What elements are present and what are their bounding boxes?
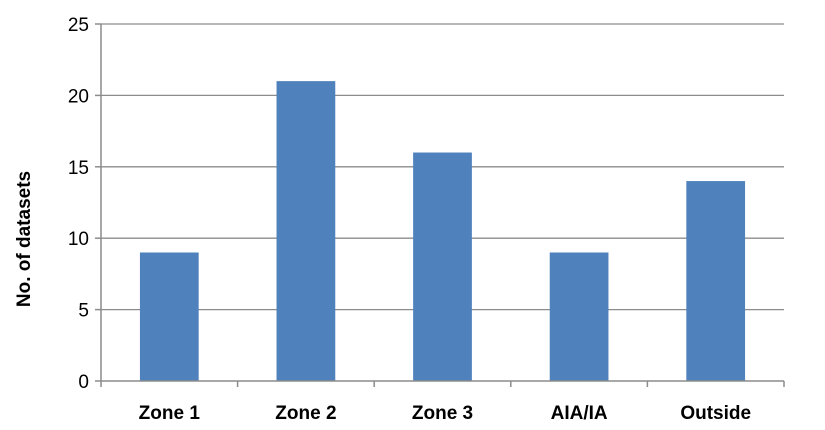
y-tick-label: 15 bbox=[68, 158, 89, 179]
y-axis-title: No. of datasets bbox=[14, 171, 35, 307]
bar bbox=[413, 153, 472, 381]
y-tick-label: 5 bbox=[78, 301, 89, 322]
x-tick-label: Outside bbox=[680, 403, 751, 424]
x-tick-label: AIA/IA bbox=[551, 403, 608, 424]
bar bbox=[277, 81, 336, 381]
bar bbox=[550, 252, 609, 381]
x-tick-label: Zone 2 bbox=[275, 403, 336, 424]
y-tick-labels: 0 5 10 15 20 25 bbox=[68, 15, 89, 393]
bar bbox=[140, 252, 199, 381]
bar bbox=[686, 181, 745, 381]
y-tick-label: 20 bbox=[68, 86, 89, 107]
y-tick-label: 0 bbox=[78, 372, 89, 393]
bars bbox=[140, 81, 745, 381]
x-tick-labels: Zone 1 Zone 2 Zone 3 AIA/IA Outside bbox=[139, 403, 751, 424]
y-tick-label: 25 bbox=[68, 15, 89, 36]
x-tick-label: Zone 1 bbox=[139, 403, 201, 424]
y-tick-label: 10 bbox=[68, 229, 89, 250]
x-tick-label: Zone 3 bbox=[412, 403, 473, 424]
